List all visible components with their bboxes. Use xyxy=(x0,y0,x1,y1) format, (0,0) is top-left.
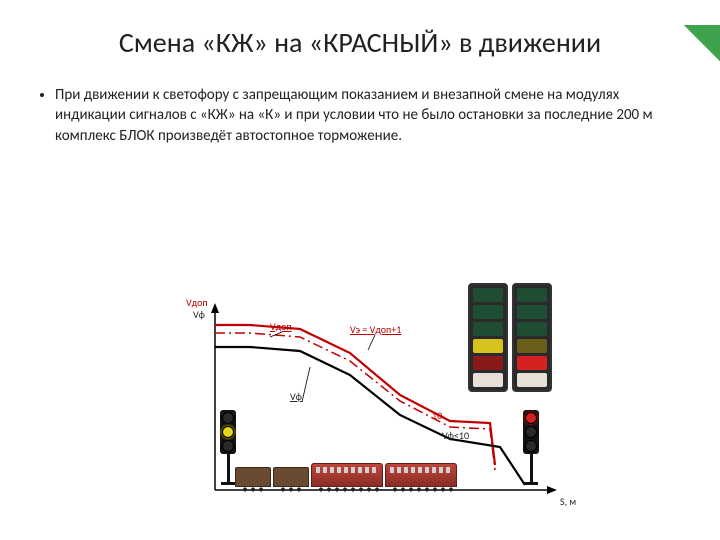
signal-panel-left xyxy=(468,283,508,392)
label-ve: Vэ = Vдоп+1 xyxy=(350,323,401,336)
body-text: При движении к светофору с запрещающим п… xyxy=(35,85,670,146)
corner-accent xyxy=(684,25,720,61)
signal-panel-right xyxy=(512,283,552,392)
page-title: Смена «КЖ» на «КРАСНЫЙ» в движении xyxy=(40,25,680,60)
train xyxy=(235,455,485,487)
label-vf10: Vф<10 xyxy=(442,429,469,442)
traffic-light-yellow xyxy=(220,410,236,485)
label-vf: Vф xyxy=(290,390,302,403)
bullet-item: При движении к светофору с запрещающим п… xyxy=(55,85,670,146)
chart: Vдоп Vф Vдоп Vэ = Vдоп+1 Vф 10 Vф<10 S, … xyxy=(160,295,660,525)
traffic-light-red xyxy=(523,410,539,485)
label-ten: 10 xyxy=(432,409,442,422)
axis-label-x: S, м xyxy=(560,495,576,508)
label-vdop: Vдоп xyxy=(270,320,292,333)
